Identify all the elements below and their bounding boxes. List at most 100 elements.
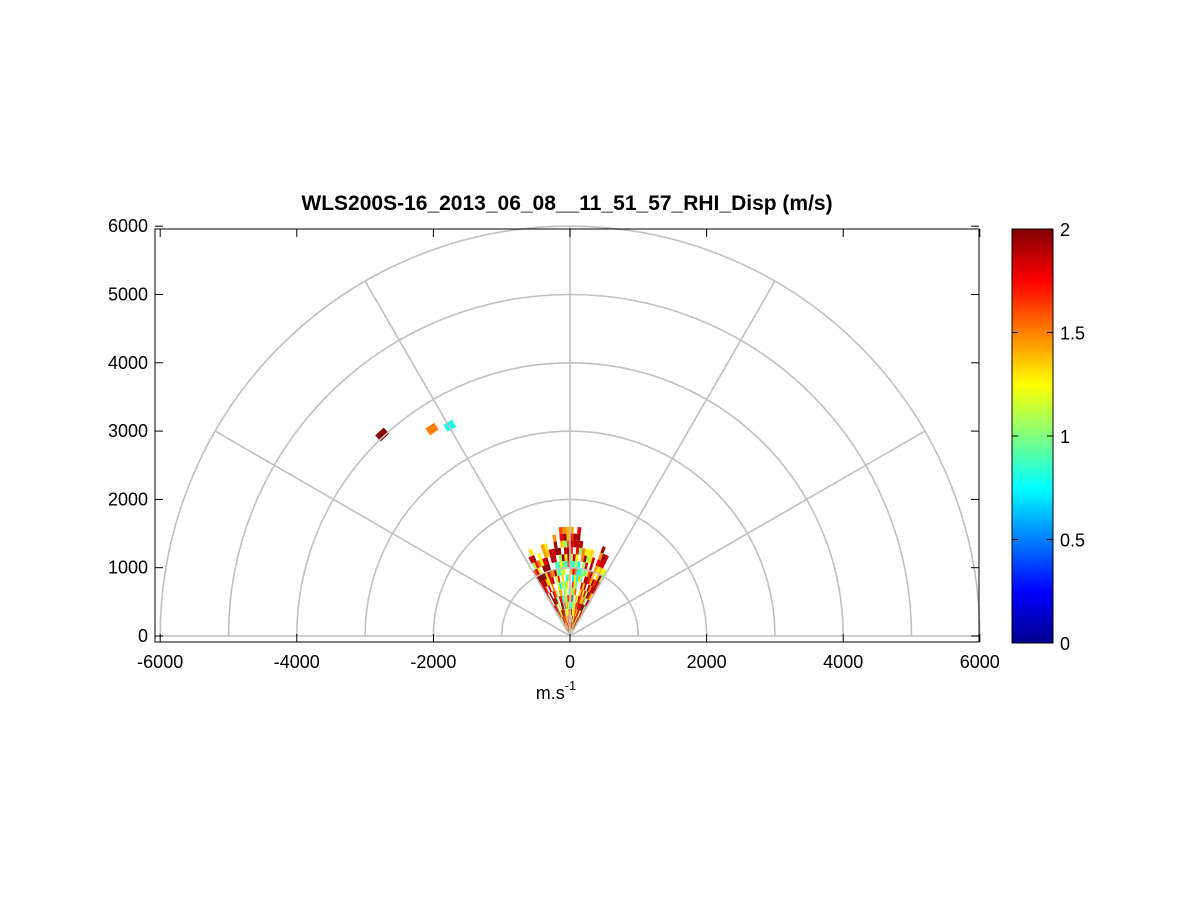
- sector-cell: [584, 599, 590, 606]
- sector-cell: [587, 585, 593, 593]
- sector-cell: [598, 552, 604, 561]
- sector-cell: [587, 593, 593, 600]
- sector-cell: [558, 611, 562, 618]
- sector-cell: [580, 554, 585, 563]
- sector-cell: [577, 561, 581, 569]
- azimuth-spoke: [569, 280, 776, 637]
- y-tick-label: 2000: [108, 489, 148, 509]
- sector-cell: [547, 585, 553, 593]
- sector-cell: [572, 615, 575, 623]
- sector-cell: [562, 533, 567, 541]
- colorbar-tick-label: 0: [1060, 634, 1070, 654]
- sector-cell: [564, 616, 567, 623]
- sector-cell: [576, 602, 580, 610]
- sector-cell: [558, 582, 562, 590]
- sector-cell: [584, 569, 589, 577]
- sector-cell: [572, 554, 576, 562]
- colorbar-gradient: [1012, 229, 1053, 643]
- sector-cell: [573, 533, 578, 541]
- sector-cell: [600, 553, 607, 562]
- sector-cell: [576, 610, 580, 617]
- sector-cell: [551, 548, 556, 556]
- sector-cell: [589, 586, 594, 594]
- sector-cell: [578, 611, 583, 618]
- sector-cell: [575, 547, 580, 555]
- y-tick-label: 4000: [108, 353, 148, 373]
- sector-cell: [536, 560, 542, 568]
- sector-cell: [562, 526, 567, 534]
- sector-cell: [580, 604, 584, 612]
- sector-cell: [565, 574, 569, 582]
- sector-cell: [585, 555, 590, 564]
- sector-cell: [565, 608, 568, 616]
- sector-cell: [567, 595, 569, 602]
- chart-title: WLS200S-16_2013_06_08__11_51_57_RHI_Disp…: [301, 192, 832, 215]
- sector-cell: [583, 583, 587, 591]
- sector-cell: [566, 581, 569, 589]
- sector-cell: [564, 609, 567, 616]
- sector-cell: [578, 568, 582, 576]
- sector-cell: [562, 595, 566, 603]
- sector-cell: [586, 592, 591, 600]
- sector-cell: [597, 567, 603, 575]
- sector-cell: [571, 622, 574, 630]
- sector-cell: [584, 548, 589, 556]
- sector-cell: [551, 584, 556, 592]
- sector-cell: [571, 595, 573, 602]
- sector-cell: [553, 590, 558, 598]
- sector-cell: [578, 589, 582, 597]
- sector-cell: [562, 561, 566, 569]
- sector-cell: [566, 622, 569, 630]
- sector-cell: [555, 604, 559, 612]
- sector-cell: [571, 574, 575, 582]
- sector-cell: [553, 598, 558, 605]
- sector-cell: [571, 608, 573, 616]
- sector-cell: [561, 617, 565, 624]
- x-axis-label-superscript: -1: [565, 678, 577, 693]
- colorbar: 0 0.5 1 1.5 2: [1011, 220, 1085, 654]
- x-axis-label: m.s-1: [536, 678, 577, 703]
- sector-cell: [600, 546, 606, 554]
- sector-cell: [565, 588, 568, 596]
- sector-cell: [575, 617, 580, 624]
- sector-cell: [543, 543, 549, 551]
- sector-cell: [578, 611, 582, 618]
- sector-cell: [588, 571, 594, 579]
- sector-cell: [574, 588, 577, 596]
- plot-area: -6000 -4000 -2000 0 2000 4000 6000 0 1000 2000 300…: [108, 216, 1000, 672]
- sector-cell: [575, 595, 579, 603]
- sector-cell: [572, 623, 575, 630]
- sector-cell: [574, 595, 578, 603]
- sector-cell: [565, 615, 568, 623]
- sector-cell: [543, 579, 548, 587]
- sector-cell: [572, 567, 575, 575]
- sector-cell: [540, 544, 546, 552]
- colorbar-tick-label: 0.5: [1060, 531, 1085, 551]
- y-tick-label: 0: [138, 626, 148, 646]
- isolated-point: [375, 427, 390, 442]
- sector-cell: [546, 578, 552, 586]
- sector-cell: [557, 547, 562, 555]
- y-tick-label: 5000: [108, 285, 148, 305]
- sector-cell: [545, 549, 551, 558]
- sector-cell: [579, 582, 584, 590]
- sector-cell: [573, 540, 577, 548]
- x-tick-label: 2000: [687, 652, 727, 672]
- sector-cell: [544, 579, 550, 587]
- sector-cell: [564, 554, 568, 562]
- sector-cell: [557, 611, 562, 618]
- sector-cell: [565, 615, 568, 623]
- sector-cell: [577, 603, 581, 611]
- sector-cell: [549, 592, 554, 600]
- sector-cell: [588, 556, 593, 564]
- sector-cell: [564, 623, 568, 630]
- sector-cell: [544, 564, 549, 572]
- sector-cell: [580, 568, 585, 576]
- sector-cell: [574, 567, 578, 575]
- sector-cell: [541, 565, 547, 573]
- sector-cell: [563, 616, 567, 624]
- sector-cell: [577, 575, 581, 583]
- sector-cell: [584, 591, 588, 599]
- sector-cell: [574, 561, 578, 569]
- sector-cell: [603, 554, 609, 563]
